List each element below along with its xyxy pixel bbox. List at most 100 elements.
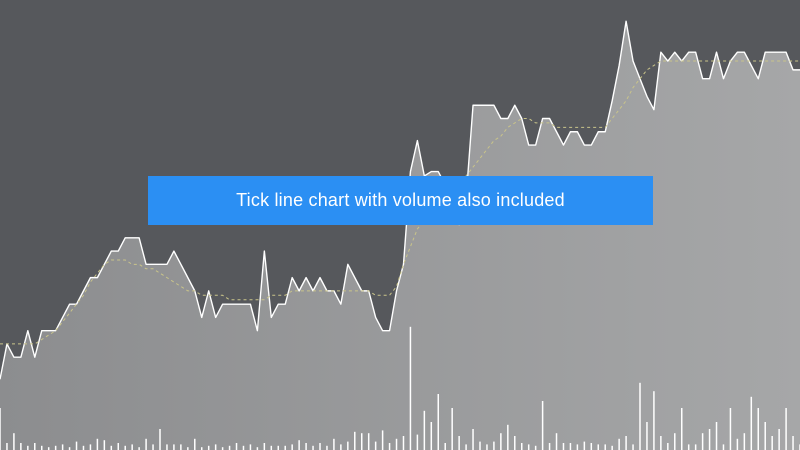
volume-bar xyxy=(409,326,412,450)
volume-bar xyxy=(402,436,405,450)
price-area xyxy=(0,21,800,450)
volume-bar xyxy=(792,436,794,450)
volume-bar xyxy=(507,424,509,450)
volume-bar xyxy=(527,444,530,450)
volume-bar xyxy=(61,444,64,450)
volume-bar xyxy=(583,441,586,450)
volume-bar xyxy=(347,441,349,450)
volume-bar xyxy=(701,433,704,450)
volume-bar xyxy=(458,436,460,450)
volume-bar xyxy=(263,443,266,450)
volume-bar xyxy=(82,445,85,450)
volume-bar xyxy=(117,443,120,450)
volume-bar xyxy=(743,433,746,450)
volume-bar xyxy=(173,444,175,450)
volume-bar xyxy=(110,445,113,450)
volume-bar xyxy=(569,443,572,450)
volume-bar xyxy=(465,444,467,450)
volume-bar xyxy=(722,444,725,450)
volume-bar xyxy=(395,438,398,450)
volume-bar xyxy=(660,436,662,450)
volume-bar xyxy=(646,422,648,450)
volume-bar xyxy=(103,440,106,450)
volume-bar xyxy=(0,408,1,450)
volume-bar xyxy=(381,430,384,450)
volume-bar xyxy=(590,443,593,450)
volume-bars-layer xyxy=(0,326,800,450)
volume-bar xyxy=(639,382,641,450)
volume-bar xyxy=(771,436,773,450)
volume-bar xyxy=(437,394,440,450)
volume-bar xyxy=(729,408,732,450)
volume-bar xyxy=(207,445,210,450)
volume-bar xyxy=(541,401,544,450)
volume-bar xyxy=(764,422,766,450)
volume-bar xyxy=(785,408,787,450)
volume-bar xyxy=(479,441,481,450)
volume-bar xyxy=(451,408,453,450)
volume-bar xyxy=(632,444,634,450)
volume-bar xyxy=(214,444,217,450)
volume-bar xyxy=(500,433,502,450)
volume-bar xyxy=(298,440,300,450)
volume-bar xyxy=(597,444,600,450)
volume-bar xyxy=(305,443,307,450)
volume-bar xyxy=(444,443,446,450)
volume-bar xyxy=(534,445,537,450)
volume-bar xyxy=(291,444,293,450)
volume-bar xyxy=(750,396,753,450)
volume-bar xyxy=(694,444,697,450)
volume-bar xyxy=(430,422,433,450)
price-area-layer xyxy=(0,21,800,450)
volume-bar xyxy=(187,447,189,450)
volume-bar xyxy=(47,447,50,450)
volume-bar xyxy=(131,444,133,450)
volume-bar xyxy=(388,443,391,450)
volume-bar xyxy=(757,408,760,450)
chart-caption-text: Tick line chart with volume also include… xyxy=(236,190,565,210)
volume-bar xyxy=(6,443,8,450)
volume-bar xyxy=(242,445,245,450)
volume-bar xyxy=(249,444,252,450)
volume-bar xyxy=(124,445,126,450)
volume-bar xyxy=(514,436,516,450)
volume-bar xyxy=(486,444,488,450)
volume-bar xyxy=(235,443,238,450)
volume-bar xyxy=(138,447,140,450)
volume-bar xyxy=(555,433,558,450)
volume-bar xyxy=(200,447,203,450)
volume-bar xyxy=(326,445,328,450)
chart-caption-banner: Tick line chart with volume also include… xyxy=(148,176,653,225)
volume-bar xyxy=(562,443,565,450)
volume-bar xyxy=(472,429,474,450)
volume-bar xyxy=(423,410,426,450)
volume-bar xyxy=(576,444,579,450)
volume-bar xyxy=(228,445,231,450)
volume-bar xyxy=(625,436,627,450)
volume-bar xyxy=(75,441,78,450)
volume-bar xyxy=(493,441,495,450)
volume-bar xyxy=(374,441,377,450)
volume-bar xyxy=(152,444,154,450)
volume-bar xyxy=(354,431,356,450)
volume-bar xyxy=(312,445,314,450)
volume-bar xyxy=(674,433,676,450)
volume-bar xyxy=(687,444,690,450)
volume-bar xyxy=(680,408,683,450)
volume-bar xyxy=(340,444,342,450)
price-line xyxy=(0,20,800,380)
volume-bar xyxy=(778,429,780,450)
volume-bar xyxy=(194,438,196,450)
volume-bar xyxy=(27,445,29,450)
volume-bar xyxy=(89,444,92,450)
volume-bar xyxy=(653,391,655,450)
volume-bar xyxy=(715,422,718,450)
volume-bar xyxy=(604,444,606,450)
volume-bar xyxy=(166,444,168,450)
volume-bar xyxy=(416,434,419,450)
volume-bar xyxy=(145,438,147,450)
volume-bar xyxy=(34,443,36,450)
volume-bar xyxy=(221,447,224,450)
volume-bar xyxy=(708,429,711,450)
